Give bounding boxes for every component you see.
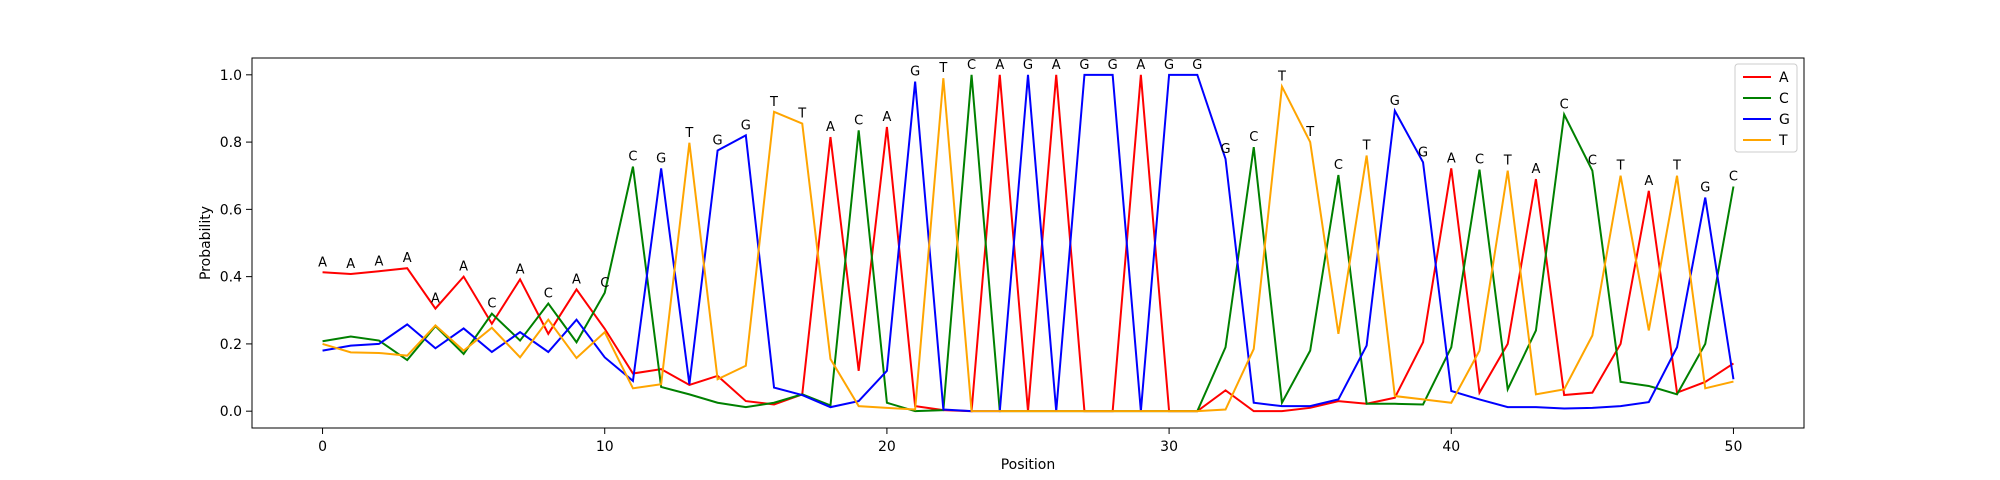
base-label: G bbox=[1023, 58, 1033, 73]
plot-background bbox=[252, 58, 1804, 428]
x-tick-label: 0 bbox=[318, 439, 327, 455]
base-label: C bbox=[1334, 158, 1343, 173]
base-label: C bbox=[1249, 130, 1258, 145]
base-label: C bbox=[1588, 154, 1597, 169]
y-tick-label: 0.8 bbox=[220, 135, 242, 151]
base-label: G bbox=[741, 118, 751, 133]
x-axis-title: Position bbox=[1001, 457, 1056, 473]
series-layer bbox=[322, 73, 1735, 413]
base-label: C bbox=[487, 297, 496, 312]
base-label: C bbox=[1560, 98, 1569, 113]
base-label: T bbox=[1616, 159, 1625, 174]
base-label: T bbox=[938, 61, 947, 76]
base-label: T bbox=[1305, 125, 1314, 140]
base-label: A bbox=[826, 120, 835, 135]
base-label: T bbox=[1503, 154, 1512, 169]
x-tick-label: 30 bbox=[1160, 439, 1178, 455]
base-label: T bbox=[1362, 139, 1371, 154]
series-line-T bbox=[322, 78, 1734, 413]
axes-layer: 0 10 20 30 40 50 0.0 0.2 0.4 0.6 0.8 1.0 Position Pro… bbox=[198, 57, 1805, 473]
base-label: A bbox=[431, 292, 440, 307]
y-tick-label: 1.0 bbox=[220, 68, 242, 84]
base-label: A bbox=[375, 254, 384, 269]
x-tick-label: 20 bbox=[878, 439, 896, 455]
base-label: A bbox=[1644, 174, 1653, 189]
base-label: C bbox=[600, 276, 609, 291]
base-label: G bbox=[713, 134, 723, 149]
legend-label-T: T bbox=[1778, 133, 1788, 149]
base-label: A bbox=[403, 251, 412, 266]
base-label: A bbox=[995, 58, 1004, 73]
y-tick-label: 0.0 bbox=[220, 404, 242, 420]
base-label: T bbox=[684, 126, 693, 141]
base-label: C bbox=[1475, 153, 1484, 168]
base-label: C bbox=[854, 113, 863, 128]
base-label: A bbox=[1052, 58, 1061, 73]
x-tick-label: 50 bbox=[1725, 439, 1743, 455]
base-label: A bbox=[1136, 58, 1145, 73]
base-label: G bbox=[1108, 58, 1118, 73]
y-tick-label: 0.4 bbox=[220, 270, 242, 286]
base-label: G bbox=[1700, 181, 1710, 196]
base-label: A bbox=[1531, 162, 1540, 177]
base-label: C bbox=[628, 150, 637, 165]
base-label: T bbox=[1277, 70, 1286, 85]
plot-area bbox=[252, 58, 1804, 428]
base-label: C bbox=[967, 58, 976, 73]
base-label: G bbox=[1390, 94, 1400, 109]
base-label: A bbox=[1447, 151, 1456, 166]
base-label: T bbox=[1672, 159, 1681, 174]
base-label: G bbox=[656, 151, 666, 166]
series-line-G bbox=[322, 73, 1735, 413]
base-label: G bbox=[1164, 58, 1174, 73]
y-axis-title: Probability bbox=[198, 206, 214, 280]
base-label: A bbox=[516, 262, 525, 277]
base-label: C bbox=[544, 287, 553, 302]
base-label: T bbox=[769, 95, 778, 110]
base-label: G bbox=[1418, 145, 1428, 160]
legend-label-C: C bbox=[1779, 91, 1789, 107]
base-label: G bbox=[1220, 142, 1230, 157]
base-label: A bbox=[572, 272, 581, 287]
y-tick-label: 0.6 bbox=[220, 202, 242, 218]
axes-frame bbox=[251, 57, 1805, 429]
base-label: A bbox=[459, 260, 468, 275]
legend-box bbox=[1734, 63, 1798, 153]
y-tick-label: 0.2 bbox=[220, 337, 242, 353]
x-tick-label: 10 bbox=[596, 439, 614, 455]
base-label: T bbox=[797, 107, 806, 122]
base-label: A bbox=[882, 110, 891, 125]
base-label: A bbox=[346, 257, 355, 272]
base-label: G bbox=[1079, 58, 1089, 73]
base-label-layer: A A A A A A C A C A C C G T G G T T A C A G T C A G A G G A G G G C T T C T G G… bbox=[318, 58, 1738, 312]
base-label: C bbox=[1729, 169, 1738, 184]
legend-label-A: A bbox=[1779, 70, 1789, 86]
x-tick-label: 40 bbox=[1442, 439, 1460, 455]
base-label: G bbox=[1192, 58, 1202, 73]
legend-label-G: G bbox=[1779, 112, 1790, 128]
base-label: G bbox=[910, 65, 920, 80]
base-label: A bbox=[318, 255, 327, 270]
